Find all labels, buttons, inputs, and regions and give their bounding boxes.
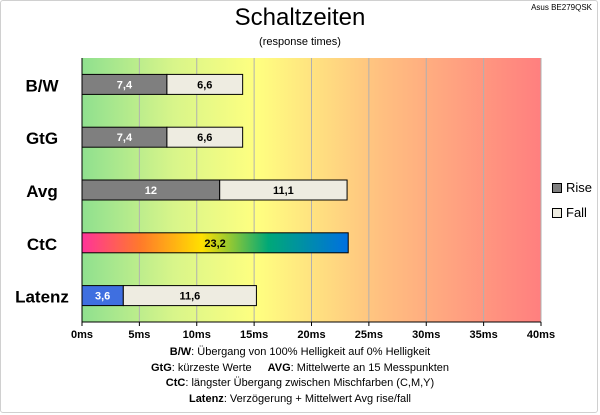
note-gtg-avg: GtG: kürzeste Werte AVG: Mittelwerte an 1… bbox=[150, 361, 450, 374]
bar-label-rise: 7,4 bbox=[117, 132, 133, 144]
x-tick-label: 0ms bbox=[71, 329, 93, 341]
category-label: Latenz bbox=[15, 288, 69, 307]
bar-fall bbox=[166, 126, 244, 148]
bar-label-fall: 11,1 bbox=[273, 185, 294, 197]
legend-fall-label: Fall bbox=[566, 205, 587, 220]
category-label: Avg bbox=[26, 182, 58, 201]
x-tick-label: 20ms bbox=[297, 329, 325, 341]
x-tick-label: 25ms bbox=[355, 329, 383, 341]
category-label: CtC bbox=[27, 235, 57, 254]
note-bw: B/W: Übergang von 100% Helligkeit auf 0%… bbox=[169, 346, 431, 358]
chart-notes: B/W: Übergang von 100% Helligkeit auf 0%… bbox=[0, 345, 600, 407]
bar-label-rise: 12 bbox=[145, 185, 157, 197]
legend-fall: Fall bbox=[552, 205, 587, 220]
category-label: B/W bbox=[25, 76, 59, 95]
bar-label-rise: 7,4 bbox=[117, 79, 133, 91]
legend-rise-label: Rise bbox=[566, 180, 593, 195]
bar-fall bbox=[122, 285, 257, 307]
bar-label-fall: 6,6 bbox=[197, 79, 212, 91]
x-tick-label: 35ms bbox=[470, 329, 498, 341]
x-tick-label: 10ms bbox=[183, 329, 211, 341]
bar-label-rise: 3,6 bbox=[95, 291, 110, 303]
plot-area: 0ms 5ms 10ms 15ms 20ms 25ms 30ms 35ms 40ms B/W 7,4… bbox=[15, 58, 555, 341]
x-tick-label: 5ms bbox=[128, 329, 150, 341]
chart-subtitle: (response times) bbox=[259, 36, 341, 48]
bar-label-fall: 11,6 bbox=[179, 291, 200, 303]
note-latency: Latenz: Verzögerung + Mittelwert Avg ris… bbox=[188, 392, 412, 405]
x-tick-label: 15ms bbox=[240, 329, 268, 341]
note-ctc: CtC: längster Übergang zwischen Mischfar… bbox=[165, 377, 435, 389]
bar-ctc bbox=[81, 232, 349, 254]
bar-label-ctc: 23,2 bbox=[204, 238, 225, 250]
legend-fall-swatch bbox=[552, 207, 562, 218]
x-tick-label: 40ms bbox=[527, 329, 555, 341]
category-label: GtG bbox=[26, 129, 58, 148]
monitor-model: Asus BE279QSK bbox=[531, 3, 592, 12]
x-tick-label: 30ms bbox=[412, 329, 440, 341]
bar-fall bbox=[166, 73, 244, 95]
legend-rise: Rise bbox=[552, 180, 592, 195]
legend-rise-swatch bbox=[552, 182, 562, 193]
bar-label-fall: 6,6 bbox=[197, 132, 212, 144]
chart-title: Schaltzeiten bbox=[234, 4, 366, 31]
bar-fall bbox=[219, 179, 348, 201]
